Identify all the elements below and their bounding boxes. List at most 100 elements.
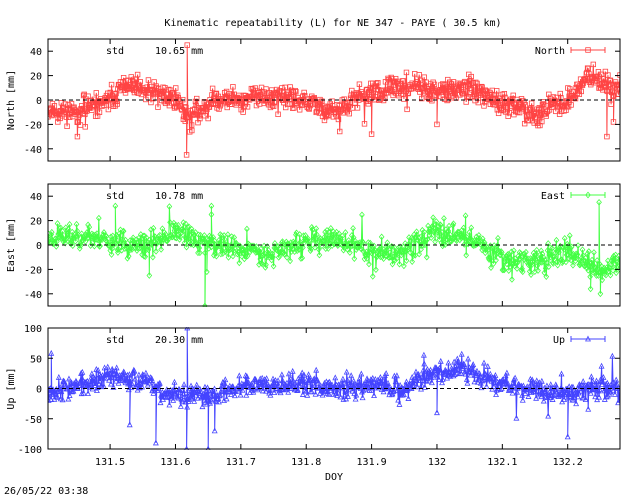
data-point	[391, 243, 398, 251]
data-point	[589, 256, 595, 264]
data-point	[55, 373, 62, 380]
data-point	[240, 249, 246, 257]
data-point	[303, 387, 309, 394]
data-point	[180, 96, 186, 103]
data-point	[78, 369, 84, 376]
data-point	[332, 374, 339, 381]
data-point	[270, 262, 277, 270]
data-point	[339, 232, 346, 240]
data-point	[526, 112, 532, 118]
data-point	[189, 127, 195, 134]
data-point	[458, 370, 465, 376]
data-point	[124, 371, 131, 378]
data-point	[564, 433, 571, 440]
data-point	[573, 400, 580, 407]
data-point	[373, 266, 379, 274]
data-point	[195, 394, 201, 401]
y-tick-label: -20	[24, 265, 42, 276]
data-point	[74, 119, 80, 125]
data-point	[97, 377, 104, 384]
data-point	[277, 245, 284, 253]
data-point	[225, 231, 231, 238]
data-point	[341, 244, 348, 252]
data-point	[612, 251, 619, 259]
data-point	[382, 95, 388, 101]
data-point	[50, 390, 57, 397]
std-value: 20.30 mm	[155, 335, 203, 346]
data-point	[528, 100, 535, 106]
data-point	[296, 231, 303, 238]
data-point	[354, 105, 361, 111]
data-point	[128, 380, 135, 387]
data-point	[76, 241, 82, 249]
data-point	[281, 250, 288, 258]
data-point	[445, 359, 452, 366]
data-point	[531, 254, 538, 262]
data-point	[542, 388, 549, 394]
data-point	[544, 259, 550, 266]
data-point	[132, 375, 139, 382]
data-point	[326, 228, 332, 236]
data-point	[533, 250, 539, 258]
data-point	[596, 393, 602, 400]
data-point	[434, 373, 440, 380]
data-point	[135, 371, 142, 378]
data-point	[190, 229, 196, 237]
data-point	[339, 375, 346, 382]
data-point	[570, 250, 577, 258]
data-point	[121, 369, 128, 376]
data-point	[516, 256, 522, 263]
data-point	[299, 254, 306, 262]
data-point	[610, 386, 617, 393]
data-point	[425, 89, 431, 95]
data-point	[194, 95, 200, 102]
data-point	[120, 227, 127, 235]
data-point	[599, 378, 606, 385]
data-point	[228, 391, 234, 398]
data-point	[610, 252, 617, 260]
data-point	[451, 358, 458, 365]
data-point	[403, 257, 410, 264]
data-point	[68, 379, 75, 386]
data-point	[483, 88, 490, 95]
y-tick-label: -100	[18, 445, 42, 456]
data-point	[608, 101, 614, 108]
data-point	[138, 377, 145, 383]
data-point	[176, 386, 183, 393]
data-point	[86, 223, 93, 231]
data-point	[571, 394, 578, 401]
data-point	[501, 91, 508, 97]
y-tick-label: 0	[36, 385, 42, 396]
data-point	[450, 220, 457, 227]
data-point	[306, 241, 313, 249]
data-point	[108, 81, 115, 88]
data-point	[232, 244, 238, 252]
data-point	[184, 42, 190, 48]
data-point	[514, 265, 520, 272]
data-point	[437, 357, 444, 364]
data-point	[617, 72, 620, 78]
data-point	[590, 61, 597, 68]
data-point	[329, 98, 335, 104]
data-point	[566, 232, 573, 239]
y-axis-label: Up [mm]	[6, 367, 17, 409]
data-point	[366, 260, 372, 268]
data-point	[155, 233, 162, 240]
data-point	[85, 234, 92, 242]
data-point	[444, 228, 450, 236]
data-point	[424, 366, 431, 372]
y-tick-label: -20	[24, 120, 42, 131]
data-point	[160, 235, 167, 243]
data-point	[162, 230, 169, 238]
data-point	[533, 394, 540, 401]
data-point	[422, 241, 428, 249]
data-point	[441, 234, 448, 242]
data-point	[380, 255, 387, 263]
data-point	[503, 252, 510, 260]
data-point	[282, 381, 289, 388]
data-point	[203, 239, 210, 247]
data-point	[578, 387, 585, 394]
data-point	[96, 371, 103, 378]
data-point	[263, 254, 270, 261]
data-point	[240, 246, 247, 253]
